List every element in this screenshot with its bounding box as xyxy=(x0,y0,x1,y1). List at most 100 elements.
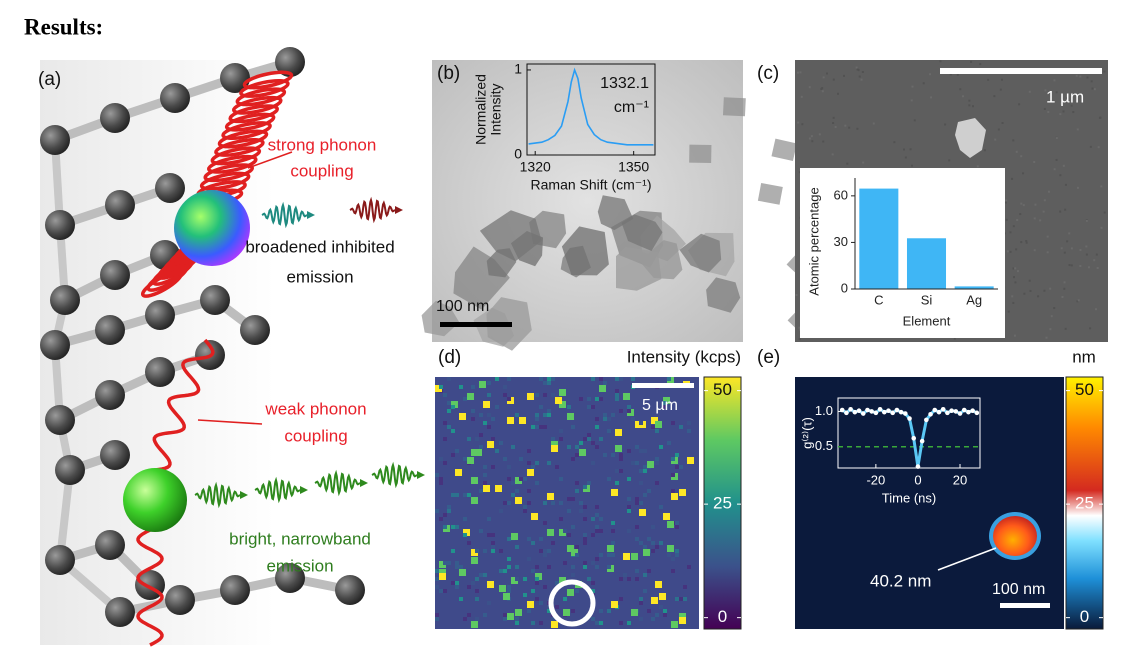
map-pixel xyxy=(567,413,574,420)
map-pixel xyxy=(687,429,691,433)
map-pixel xyxy=(575,445,579,449)
map-pixel xyxy=(439,481,443,485)
lattice-atom xyxy=(240,315,270,345)
narrow-emitter xyxy=(123,468,187,532)
map-pixel xyxy=(439,573,446,580)
sem-noise xyxy=(1020,202,1023,205)
map-pixel xyxy=(683,585,687,589)
map-pixel xyxy=(463,397,467,401)
x-tick-label: Si xyxy=(921,292,933,307)
map-pixel xyxy=(675,597,679,601)
map-pixel xyxy=(467,613,471,617)
map-pixel xyxy=(615,469,619,473)
data-point xyxy=(911,436,917,441)
map-pixel xyxy=(551,377,555,381)
sem-noise xyxy=(856,127,859,130)
sem-noise xyxy=(922,82,925,85)
map-pixel xyxy=(475,597,479,601)
map-pixel xyxy=(551,541,555,545)
lattice-atom xyxy=(220,575,250,605)
sem-noise xyxy=(848,126,851,129)
sem-noise xyxy=(1044,89,1047,92)
sem-noise xyxy=(832,78,835,81)
sem-noise xyxy=(1090,80,1093,83)
panel-label: (d) xyxy=(438,347,461,368)
map-pixel xyxy=(435,385,442,392)
sem-noise xyxy=(810,135,813,138)
map-pixel xyxy=(515,413,519,417)
nanocrystal xyxy=(561,226,609,276)
map-pixel xyxy=(483,421,487,425)
annotation: broadened inhibited xyxy=(245,237,394,256)
map-pixel xyxy=(595,525,599,529)
map-pixel xyxy=(635,497,639,501)
map-pixel xyxy=(535,597,539,601)
annotation: 1332.1 xyxy=(600,75,649,92)
sem-noise xyxy=(1070,247,1073,250)
map-pixel xyxy=(559,429,563,433)
sem-noise xyxy=(844,124,847,127)
sem-noise xyxy=(1046,251,1049,254)
map-pixel xyxy=(447,377,451,381)
map-pixel xyxy=(523,505,527,509)
sem-noise xyxy=(1020,241,1023,244)
map-pixel xyxy=(483,401,490,408)
lattice-atom xyxy=(40,330,70,360)
sem-noise xyxy=(999,88,1002,91)
emission-wavepacket-arrow xyxy=(395,206,403,214)
map-pixel xyxy=(459,413,466,420)
sem-noise xyxy=(796,71,799,74)
data-point xyxy=(961,407,967,413)
sem-noise xyxy=(1015,248,1018,251)
map-pixel xyxy=(483,573,487,577)
map-pixel xyxy=(675,465,679,469)
map-pixel xyxy=(483,473,487,477)
map-pixel xyxy=(615,429,622,436)
map-pixel xyxy=(451,453,455,457)
map-pixel xyxy=(487,517,491,521)
map-pixel xyxy=(667,553,671,557)
coil-loop xyxy=(214,137,265,157)
map-pixel xyxy=(499,569,503,573)
map-pixel xyxy=(507,465,511,469)
sem-noise xyxy=(1001,78,1004,81)
map-pixel xyxy=(487,381,491,385)
sem-noise xyxy=(1045,336,1048,339)
map-pixel xyxy=(623,393,630,400)
map-pixel xyxy=(503,613,507,617)
map-pixel xyxy=(579,397,583,401)
data-point xyxy=(957,411,963,416)
sem-noise xyxy=(1099,116,1102,119)
map-pixel xyxy=(507,537,511,541)
map-pixel xyxy=(451,429,455,433)
emission-wavepacket xyxy=(194,481,241,509)
coil-loop xyxy=(217,129,269,149)
map-pixel xyxy=(535,573,542,580)
map-pixel xyxy=(515,617,519,621)
map-pixel xyxy=(675,553,679,557)
map-pixel xyxy=(651,617,655,621)
map-pixel xyxy=(611,541,615,545)
data-point xyxy=(915,464,921,469)
map-pixel xyxy=(655,457,659,461)
map-pixel xyxy=(667,441,671,445)
coil-loop xyxy=(232,95,283,115)
map-pixel xyxy=(607,609,611,613)
map-pixel xyxy=(663,401,667,405)
map-pixel xyxy=(507,397,511,401)
annotation: emission xyxy=(286,267,353,286)
sem-noise xyxy=(1029,289,1032,292)
sem-noise xyxy=(800,95,803,98)
map-pixel xyxy=(563,561,567,565)
map-pixel xyxy=(647,569,651,573)
map-pixel xyxy=(623,553,630,560)
nanocrystal xyxy=(689,144,712,164)
map-pixel xyxy=(635,569,639,573)
map-pixel xyxy=(655,421,662,428)
sem-noise xyxy=(1009,250,1012,253)
sem-noise xyxy=(1033,161,1036,164)
map-pixel xyxy=(539,377,543,381)
map-pixel xyxy=(507,377,511,381)
map-pixel xyxy=(467,493,471,497)
map-pixel xyxy=(479,573,483,577)
